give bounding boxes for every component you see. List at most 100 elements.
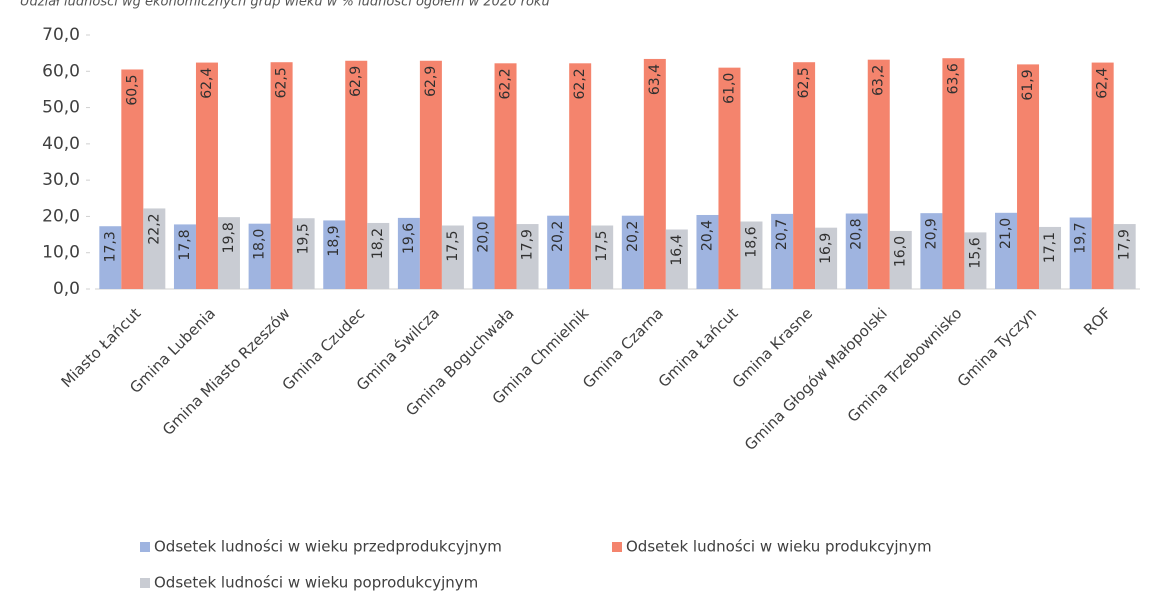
bar xyxy=(815,227,838,289)
bar xyxy=(621,215,644,289)
data-label: 18,2 xyxy=(370,228,386,259)
x-tick-label: Gmina Czarna xyxy=(579,304,667,392)
bar xyxy=(121,69,144,289)
bar xyxy=(516,224,539,289)
bar xyxy=(494,63,517,289)
bar xyxy=(323,220,346,289)
legend-swatch xyxy=(140,542,150,552)
data-label: 62,5 xyxy=(274,67,290,98)
data-label: 19,6 xyxy=(401,223,417,254)
data-label: 17,9 xyxy=(1117,229,1133,260)
data-label: 20,7 xyxy=(774,219,790,250)
bar xyxy=(964,232,987,289)
bar xyxy=(889,230,912,289)
bar xyxy=(1069,217,1092,289)
bar xyxy=(920,213,943,289)
bar xyxy=(793,62,816,289)
legend-label: Odsetek ludności w wieku poprodukcyjnym xyxy=(154,574,478,592)
data-label: 17,8 xyxy=(177,229,193,260)
y-tick-label: 10,0 xyxy=(42,243,80,263)
bar xyxy=(195,62,218,289)
y-tick-label: 40,0 xyxy=(42,134,80,154)
x-tick-label: Gmina Głogów Małopolski xyxy=(741,304,891,454)
bar xyxy=(292,218,315,289)
legend-label: Odsetek ludności w wieku przedprodukcyjn… xyxy=(154,538,502,556)
bar xyxy=(867,59,890,289)
bar xyxy=(1017,64,1040,290)
bar xyxy=(143,208,166,289)
bar xyxy=(547,215,570,289)
data-label: 17,5 xyxy=(445,231,461,262)
data-label: 17,5 xyxy=(594,231,610,262)
legend-label: Odsetek ludności w wieku produkcyjnym xyxy=(626,538,932,556)
data-label: 20,8 xyxy=(849,219,865,250)
data-label: 20,4 xyxy=(699,220,715,251)
data-label: 62,4 xyxy=(1095,67,1111,98)
data-label: 62,9 xyxy=(348,66,364,97)
data-label: 15,6 xyxy=(967,237,983,268)
data-label: 18,0 xyxy=(252,229,268,260)
bar xyxy=(1113,224,1136,289)
bar xyxy=(441,225,464,289)
data-label: 63,4 xyxy=(647,64,663,95)
data-label: 63,2 xyxy=(871,65,887,96)
bar xyxy=(665,229,688,289)
data-label: 22,2 xyxy=(146,213,162,244)
bar xyxy=(845,213,868,289)
data-label: 20,9 xyxy=(923,218,939,249)
data-label: 17,9 xyxy=(520,229,536,260)
bar xyxy=(397,217,420,289)
bar xyxy=(217,217,240,289)
bar xyxy=(1091,62,1114,289)
bar xyxy=(569,63,592,289)
x-tick-label: Gmina Tyczyn xyxy=(954,304,1040,390)
data-label: 62,2 xyxy=(498,68,514,99)
y-tick-label: 30,0 xyxy=(42,170,80,190)
data-label: 16,0 xyxy=(893,236,909,267)
y-tick-label: 0,0 xyxy=(53,279,80,299)
data-label: 19,8 xyxy=(221,222,237,253)
data-label: 16,4 xyxy=(669,234,685,265)
data-label: 18,6 xyxy=(743,226,759,257)
y-tick-label: 20,0 xyxy=(42,206,80,226)
bar xyxy=(591,225,614,289)
data-label: 19,5 xyxy=(296,223,312,254)
y-tick-label: 50,0 xyxy=(42,98,80,118)
bar xyxy=(270,62,293,289)
data-label: 61,0 xyxy=(721,73,737,104)
bar xyxy=(718,67,741,290)
bar xyxy=(740,221,763,289)
data-label: 62,5 xyxy=(796,67,812,98)
bar xyxy=(696,214,719,289)
x-tick-label: ROF xyxy=(1080,304,1115,339)
data-label: 20,0 xyxy=(476,221,492,252)
bar xyxy=(1039,226,1062,289)
bar xyxy=(643,58,666,289)
data-label: 63,6 xyxy=(945,63,961,94)
y-tick-label: 60,0 xyxy=(42,61,80,81)
legend-swatch xyxy=(612,542,622,552)
data-label: 19,7 xyxy=(1073,223,1089,254)
data-label: 18,9 xyxy=(326,225,342,256)
bar xyxy=(771,213,794,289)
data-label: 62,2 xyxy=(572,68,588,99)
data-label: 16,9 xyxy=(818,233,834,264)
bar xyxy=(419,60,442,290)
data-label: 60,5 xyxy=(124,74,140,105)
data-label: 62,9 xyxy=(423,66,439,97)
data-label: 17,3 xyxy=(102,231,118,262)
data-label: 62,4 xyxy=(199,67,215,98)
bar xyxy=(942,58,965,290)
data-label: 61,9 xyxy=(1020,69,1036,100)
data-label: 17,1 xyxy=(1042,232,1058,263)
bar xyxy=(345,60,368,290)
y-tick-label: 70,0 xyxy=(42,25,80,45)
bar xyxy=(248,223,271,289)
bar xyxy=(995,212,1018,289)
x-tick-label: Gmina Miasto Rzeszów xyxy=(159,304,294,439)
bar xyxy=(472,216,495,289)
chart-title: Udział ludności wg ekonomicznych grup wi… xyxy=(20,0,550,10)
data-label: 20,2 xyxy=(625,221,641,252)
legend-swatch xyxy=(140,578,150,588)
